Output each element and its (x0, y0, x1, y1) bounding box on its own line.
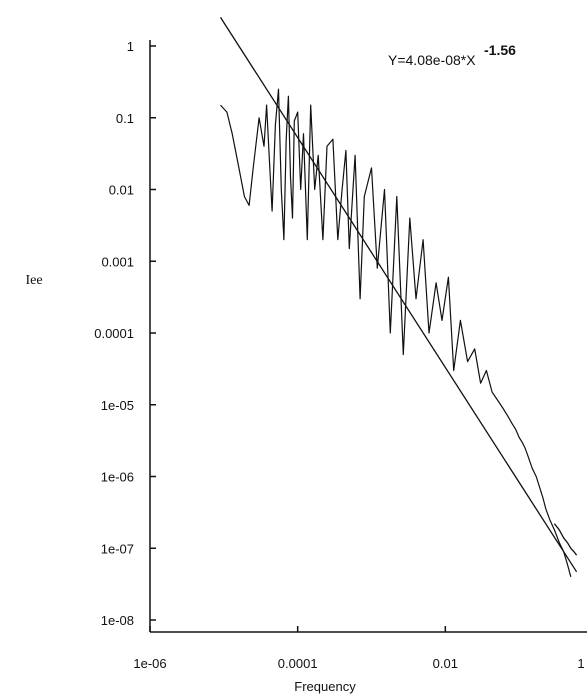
y-tick-label-4: 0.0001 (94, 326, 134, 341)
fit-equation-exponent: -1.56 (484, 42, 516, 58)
y-tick-label-5: 1e-05 (101, 398, 134, 413)
y-tick-label-3: 0.001 (101, 254, 134, 269)
x-ticks: 1e-06 0.0001 0.01 1 (133, 626, 585, 671)
y-tick-label-6: 1e-06 (101, 470, 134, 485)
y-tick-label-2: 0.01 (109, 183, 134, 198)
x-tick-label-1: 0.0001 (278, 656, 318, 671)
x-tick-label-2: 0.01 (433, 656, 458, 671)
fit-equation: Y=4.08e-08*X -1.56 (388, 42, 516, 68)
axes (149, 40, 587, 633)
y-ticks: 1 0.1 0.01 0.001 0.0001 1e-05 1e-06 1e-07 1e-08 (94, 39, 156, 628)
x-axis-title: Frequency (294, 679, 356, 694)
x-tick-label-3: 1 (577, 656, 584, 671)
y-tick-label-7: 1e-07 (101, 541, 134, 556)
y-tick-label-8: 1e-08 (101, 613, 134, 628)
series-line-spectrum (220, 88, 572, 577)
series-line-smooth (553, 523, 578, 556)
y-tick-label-0: 1 (127, 39, 134, 54)
x-tick-label-0: 1e-06 (133, 656, 166, 671)
fit-equation-text: Y=4.08e-08*X (388, 52, 476, 68)
y-axis-title: Iee (25, 273, 42, 288)
plot-area (219, 17, 578, 577)
y-tick-label-1: 0.1 (116, 111, 134, 126)
series-line-fit (219, 17, 578, 573)
